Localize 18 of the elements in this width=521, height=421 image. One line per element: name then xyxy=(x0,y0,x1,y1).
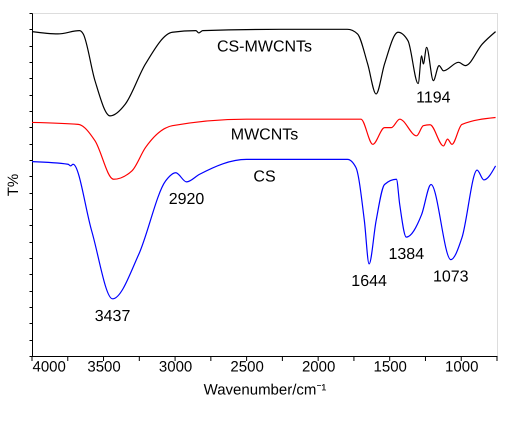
annotation: 1644 xyxy=(351,272,387,290)
annotation: 3437 xyxy=(94,308,130,325)
annotation: 2920 xyxy=(168,190,204,208)
annotation: 1384 xyxy=(388,246,424,264)
series-label: MWCNTs xyxy=(230,126,298,144)
annotation: 1073 xyxy=(432,268,469,286)
y-axis-title: T% xyxy=(5,174,22,196)
series-label: CS xyxy=(253,168,276,186)
x-tick-label: 2000 xyxy=(302,358,336,376)
x-axis-title: Wavenumber/cm⁻¹ xyxy=(204,382,326,398)
x-tick-label: 1000 xyxy=(445,358,478,376)
x-tick-label: 2500 xyxy=(230,358,264,376)
annotation: 1194 xyxy=(416,90,451,107)
x-tick-label: 4000 xyxy=(32,358,66,376)
x-tick-label: 1500 xyxy=(374,358,407,376)
x-tick-label: 3000 xyxy=(158,358,192,376)
x-tick-label: 3500 xyxy=(87,358,121,376)
series-label: CS-MWCNTs xyxy=(216,38,312,56)
